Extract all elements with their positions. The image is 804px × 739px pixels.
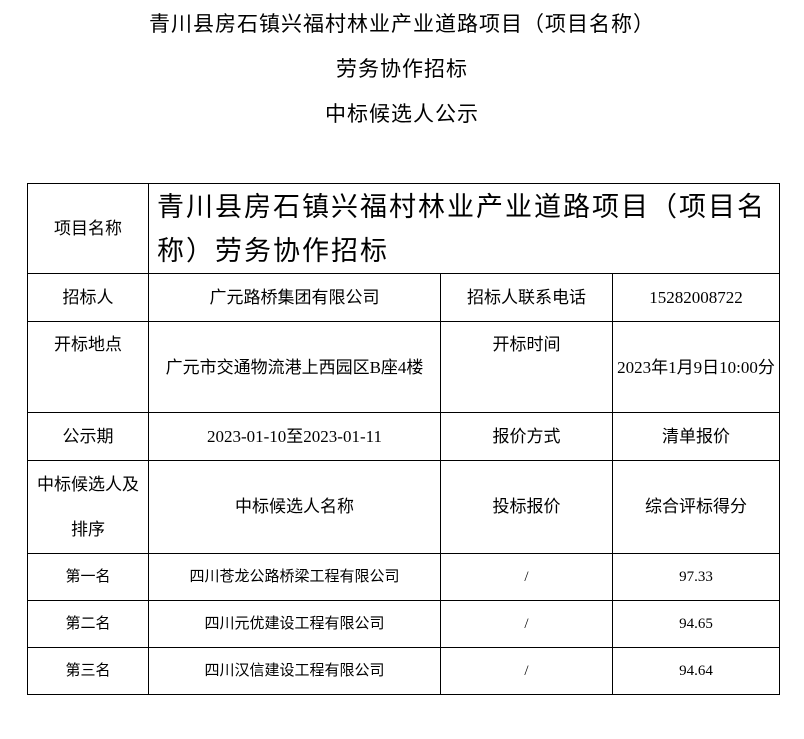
table-row: 开标地点 广元市交通物流港上西园区B座4楼 开标时间 2023年1月9日10:0…	[27, 321, 780, 413]
quote-method-label: 报价方式	[440, 412, 613, 461]
bid-header: 投标报价	[440, 460, 613, 554]
location-value: 广元市交通物流港上西园区B座4楼	[148, 321, 441, 413]
candidate-name: 四川汉信建设工程有限公司	[148, 647, 441, 695]
candidate-score: 97.33	[612, 553, 780, 601]
tenderer-value: 广元路桥集团有限公司	[148, 273, 441, 322]
candidate-name: 四川苍龙公路桥梁工程有限公司	[148, 553, 441, 601]
score-header: 综合评标得分	[612, 460, 780, 554]
time-value: 2023年1月9日10:00分	[612, 321, 780, 413]
table-row: 公示期 2023-01-10至2023-01-11 报价方式 清单报价	[27, 412, 780, 461]
document-title-line2: 劳务协作招标	[336, 57, 468, 81]
candidate-announcement-table: 项目名称 青川县房石镇兴福村林业产业道路项目（项目名称）劳务协作招标 招标人 广…	[27, 183, 780, 695]
period-value: 2023-01-10至2023-01-11	[148, 412, 441, 461]
table-row: 第三名 四川汉信建设工程有限公司 / 94.64	[27, 647, 780, 695]
time-label: 开标时间	[440, 321, 613, 413]
project-name-label: 项目名称	[27, 183, 149, 274]
table-header-row: 中标候选人及排序 中标候选人名称 投标报价 综合评标得分	[27, 460, 780, 554]
project-name-value: 青川县房石镇兴福村林业产业道路项目（项目名称）劳务协作招标	[148, 183, 780, 274]
location-label: 开标地点	[27, 321, 149, 413]
name-header: 中标候选人名称	[148, 460, 441, 554]
tenderer-label: 招标人	[27, 273, 149, 322]
candidate-rank: 第三名	[27, 647, 149, 695]
candidate-rank: 第一名	[27, 553, 149, 601]
table-row: 招标人 广元路桥集团有限公司 招标人联系电话 15282008722	[27, 273, 780, 322]
candidate-score: 94.64	[612, 647, 780, 695]
table-row: 第一名 四川苍龙公路桥梁工程有限公司 / 97.33	[27, 553, 780, 601]
candidate-bid: /	[440, 647, 613, 695]
candidate-score: 94.65	[612, 600, 780, 648]
quote-method-value: 清单报价	[612, 412, 780, 461]
candidate-bid: /	[440, 600, 613, 648]
rank-header: 中标候选人及排序	[27, 460, 149, 554]
phone-value: 15282008722	[612, 273, 780, 322]
candidate-rank: 第二名	[27, 600, 149, 648]
phone-label: 招标人联系电话	[440, 273, 613, 322]
table-row: 第二名 四川元优建设工程有限公司 / 94.65	[27, 600, 780, 648]
candidate-name: 四川元优建设工程有限公司	[148, 600, 441, 648]
candidate-bid: /	[440, 553, 613, 601]
document-title-line1: 青川县房石镇兴福村林业产业道路项目（项目名称）	[149, 12, 655, 36]
period-label: 公示期	[27, 412, 149, 461]
document-title-line3: 中标候选人公示	[325, 102, 479, 126]
table-row: 项目名称 青川县房石镇兴福村林业产业道路项目（项目名称）劳务协作招标	[27, 183, 780, 274]
